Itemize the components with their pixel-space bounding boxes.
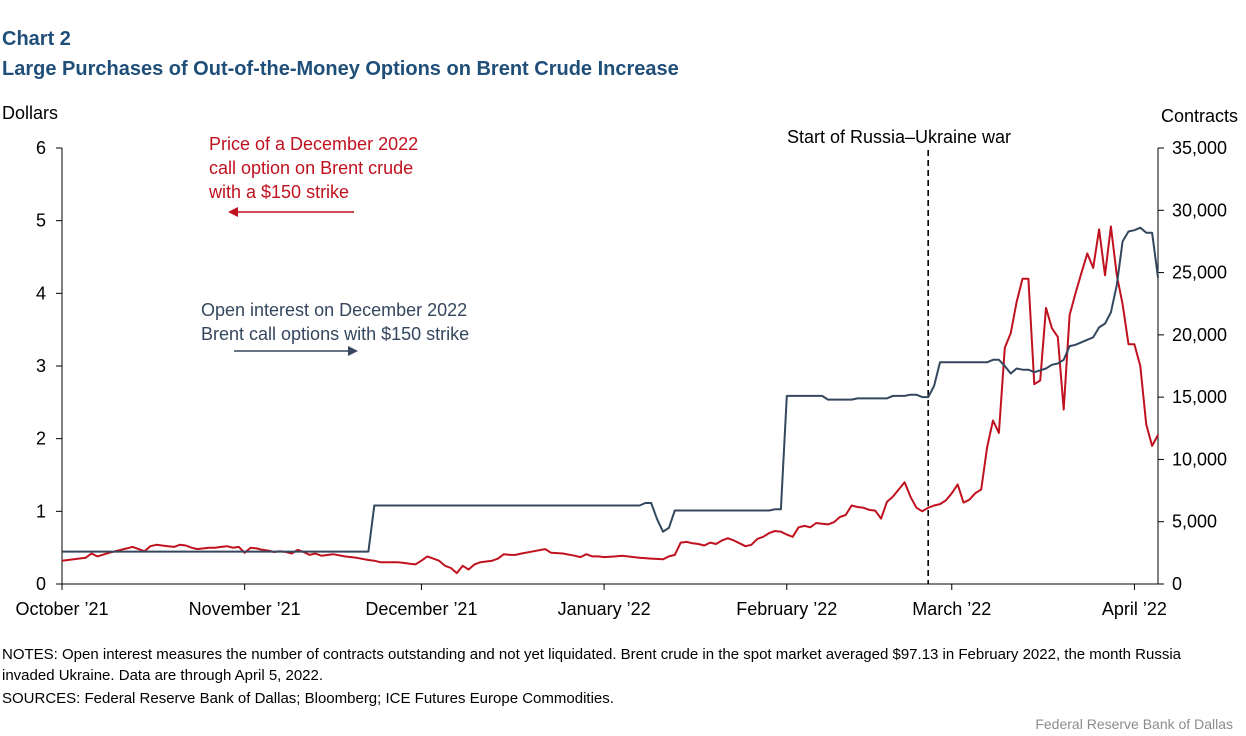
x-axis-tick-label: November ’21 xyxy=(189,599,301,619)
right-axis-tick-label: 35,000 xyxy=(1172,138,1227,158)
legend-price-arrow-head xyxy=(228,207,238,217)
left-axis-tick-label: 3 xyxy=(36,356,46,376)
footer-credit: Federal Reserve Bank of Dallas xyxy=(1035,716,1233,732)
x-axis-tick-label: March ’22 xyxy=(912,599,991,619)
notes: NOTES: Open interest measures the number… xyxy=(2,646,1182,684)
x-axis-tick-label: December ’21 xyxy=(365,599,477,619)
right-axis-label: Contracts xyxy=(1161,106,1238,126)
right-axis-tick-label: 25,000 xyxy=(1172,263,1227,283)
legend-price-text: with a $150 strike xyxy=(208,182,349,202)
legend-price-text: Price of a December 2022 xyxy=(209,134,418,154)
chart: 0 1 2 3 4 5 6 0 5,000 10,000 15,000 20,000 25,000 30,… xyxy=(2,103,1238,619)
right-axis-tick-label: 5,000 xyxy=(1172,512,1217,532)
right-axis-tick-label: 10,000 xyxy=(1172,449,1227,469)
legend-open-interest-arrow-head xyxy=(348,346,358,356)
legend-price-text: call option on Brent crude xyxy=(209,158,413,178)
right-axis-tick-label: 15,000 xyxy=(1172,387,1227,407)
sources: SOURCES: Federal Reserve Bank of Dallas;… xyxy=(2,690,614,707)
left-axis-tick-label: 6 xyxy=(36,138,46,158)
left-axis-tick-label: 5 xyxy=(36,211,46,231)
legend-open-interest-text: Brent call options with $150 strike xyxy=(201,324,469,344)
x-axis-tick-label: October ’21 xyxy=(15,599,108,619)
war-start-label: Start of Russia–Ukraine war xyxy=(787,127,1011,147)
right-axis-tick-label: 20,000 xyxy=(1172,325,1227,345)
series-line-price xyxy=(61,225,1159,575)
left-axis-tick-label: 4 xyxy=(36,283,46,303)
left-axis-tick-label: 2 xyxy=(36,429,46,449)
chart-title: Large Purchases of Out-of-the-Money Opti… xyxy=(2,58,679,80)
x-axis-tick-label: January ’22 xyxy=(558,599,651,619)
left-axis-tick-label: 0 xyxy=(36,574,46,594)
x-axis-tick-label: April ’22 xyxy=(1102,599,1167,619)
x-axis-tick-label: February ’22 xyxy=(736,599,837,619)
legend-open-interest-text: Open interest on December 2022 xyxy=(201,300,467,320)
right-axis-tick-label: 0 xyxy=(1172,574,1182,594)
left-axis-label: Dollars xyxy=(2,103,58,123)
right-axis-tick-label: 30,000 xyxy=(1172,200,1227,220)
chart-number: Chart 2 xyxy=(2,28,71,50)
left-axis-tick-label: 1 xyxy=(36,501,46,521)
series-line-open-interest xyxy=(62,226,1159,553)
